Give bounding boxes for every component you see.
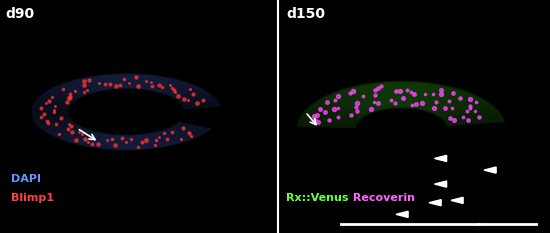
Polygon shape: [484, 167, 496, 173]
Text: Recoverin: Recoverin: [349, 193, 415, 203]
Polygon shape: [434, 181, 447, 187]
Polygon shape: [434, 155, 447, 161]
Text: Blimp1: Blimp1: [11, 193, 54, 203]
Text: d90: d90: [6, 7, 35, 21]
Text: Rx::Venus: Rx::Venus: [286, 193, 349, 203]
Text: DAPI: DAPI: [11, 174, 41, 184]
Polygon shape: [451, 197, 463, 203]
Text: d150: d150: [286, 7, 325, 21]
Polygon shape: [396, 211, 408, 217]
Polygon shape: [429, 200, 441, 206]
